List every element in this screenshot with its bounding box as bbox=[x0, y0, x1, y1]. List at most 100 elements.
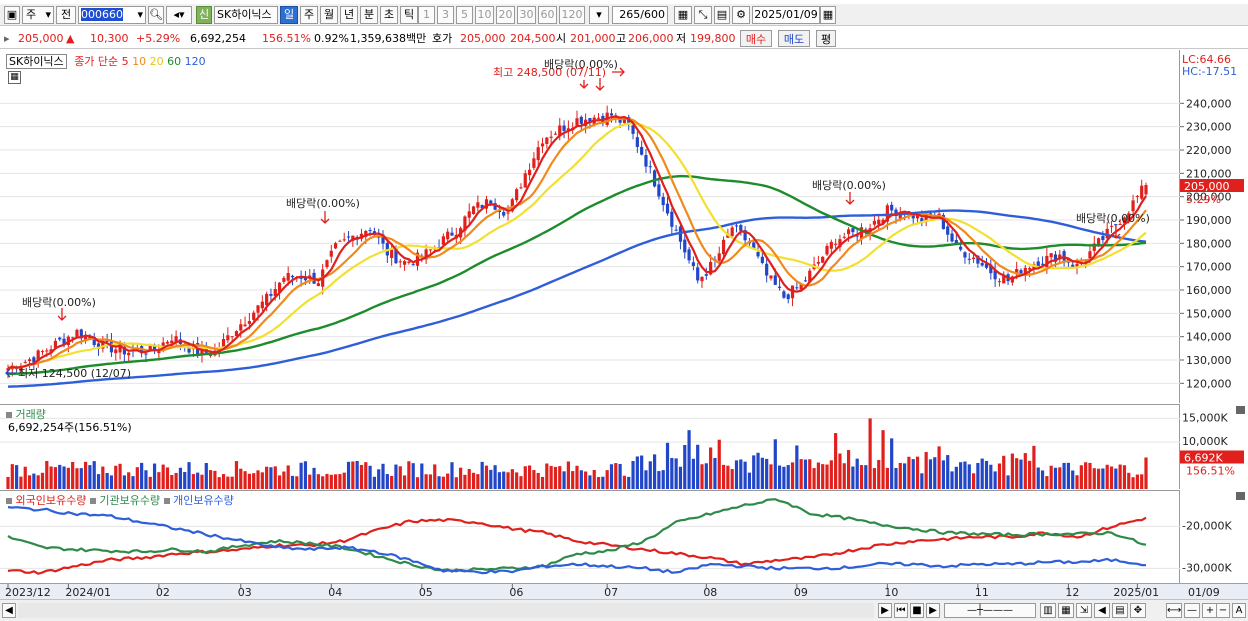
volume-bar bbox=[868, 418, 872, 489]
volume-bar bbox=[178, 467, 183, 489]
volume-bar bbox=[652, 454, 657, 489]
candle-body bbox=[976, 255, 980, 264]
volume-bar bbox=[45, 461, 49, 489]
sell-button[interactable]: 매도 bbox=[778, 30, 810, 47]
candle-body bbox=[127, 352, 131, 356]
volume-bar bbox=[816, 462, 820, 489]
chart-tools-icon[interactable]: ▦ bbox=[674, 6, 692, 24]
candle-body bbox=[480, 205, 484, 209]
eval-button[interactable]: 평 bbox=[816, 30, 836, 47]
legend-ma-5: 5 bbox=[121, 55, 129, 68]
chart-type-icon[interactable]: ▦ bbox=[1058, 603, 1074, 618]
candle-body bbox=[282, 277, 286, 282]
expand-icon[interactable]: ⇲ bbox=[1076, 603, 1092, 618]
dividend-label: 배당락(0.00%) bbox=[544, 58, 618, 71]
candle-body bbox=[821, 256, 825, 263]
move-icon[interactable]: ✥ bbox=[1130, 603, 1146, 618]
print-icon[interactable]: ▤ bbox=[714, 6, 730, 24]
interval-1[interactable]: 1 bbox=[418, 6, 435, 24]
volume-bar bbox=[1062, 462, 1066, 489]
candle-body bbox=[915, 214, 920, 219]
volume-bar bbox=[1071, 470, 1075, 489]
candle-body bbox=[579, 116, 583, 124]
tab-year[interactable]: 년 bbox=[340, 6, 358, 24]
zoom-in-icon[interactable]: ⟷ bbox=[1166, 603, 1182, 618]
volume-bar bbox=[411, 463, 415, 489]
interval-20[interactable]: 20 bbox=[496, 6, 515, 24]
tab-tick[interactable]: 틱 bbox=[400, 6, 418, 24]
play-button[interactable]: ▶ bbox=[926, 603, 940, 618]
market-select[interactable]: 주 ▾ bbox=[22, 6, 54, 24]
candle-body bbox=[1049, 253, 1053, 258]
interval-10[interactable]: 10 bbox=[475, 6, 494, 24]
code-input[interactable]: 000660 ▾ bbox=[78, 6, 146, 24]
interval-120[interactable]: 120 bbox=[559, 6, 585, 24]
dividend-label: 배당락(0.00%) bbox=[286, 197, 360, 210]
auto-icon[interactable]: A bbox=[1232, 603, 1246, 618]
tab-second[interactable]: 초 bbox=[380, 6, 398, 24]
stop-button[interactable]: ■ bbox=[910, 603, 924, 618]
interval-5[interactable]: 5 bbox=[456, 6, 473, 24]
candle-body bbox=[144, 353, 148, 355]
volume-bar bbox=[915, 456, 920, 489]
volume-bar bbox=[937, 446, 941, 489]
volume-bar bbox=[131, 476, 135, 489]
prev-period-icon[interactable]: ◀ bbox=[1094, 603, 1110, 618]
date-input[interactable]: 2025/01/09 bbox=[752, 6, 820, 24]
crosshair-icon[interactable]: ⤡ bbox=[694, 6, 712, 24]
volume-bar bbox=[549, 465, 553, 489]
volume-bar bbox=[127, 472, 131, 489]
search-icon[interactable]: 🔍︎ bbox=[148, 6, 164, 24]
buy-button[interactable]: 매수 bbox=[740, 30, 772, 47]
prefix-select[interactable]: 전 bbox=[56, 6, 76, 24]
scroll-left-button[interactable]: ◀ bbox=[2, 603, 16, 618]
volume-bar bbox=[971, 473, 976, 489]
candle-body bbox=[484, 199, 489, 209]
price-chart: 최고 248,500 (07/11) 최저 124,500 (12/07) 배당락(… bbox=[0, 58, 1180, 388]
rewind-button[interactable]: ⏮ bbox=[894, 603, 908, 618]
volume-bar bbox=[1140, 474, 1144, 489]
fit-icon[interactable]: ▤ bbox=[1112, 603, 1128, 618]
toolbar: ▣ 주 ▾ 전 000660 ▾ 🔍︎ ◂▾ 신 SK하이닉스 일 주 월 년 분 … bbox=[0, 4, 1248, 26]
interval-60[interactable]: 60 bbox=[538, 6, 557, 24]
volume-bar bbox=[1096, 468, 1101, 489]
count-input[interactable]: 265/600 bbox=[612, 6, 668, 24]
calendar-icon[interactable]: ▦ bbox=[820, 6, 836, 24]
volume-bar bbox=[273, 466, 277, 489]
candle-body bbox=[527, 169, 532, 176]
tab-minute[interactable]: 분 bbox=[360, 6, 378, 24]
candle-body bbox=[152, 344, 157, 351]
bar-width-icon[interactable]: ▥ bbox=[1040, 603, 1056, 618]
tab-week[interactable]: 주 bbox=[300, 6, 318, 24]
legend-institution: 기관보유수량 bbox=[99, 494, 161, 507]
volume-bar bbox=[846, 450, 851, 489]
trade-amount: 1,359,638백만 bbox=[350, 32, 427, 45]
scroll-track[interactable] bbox=[18, 603, 874, 618]
minus-icon[interactable]: − bbox=[1216, 603, 1230, 618]
window-icon[interactable]: ▣ bbox=[4, 6, 20, 24]
tab-month[interactable]: 월 bbox=[320, 6, 338, 24]
candle-body bbox=[402, 261, 407, 265]
volume-bar bbox=[743, 461, 747, 489]
zoom-out-icon[interactable]: — bbox=[1184, 603, 1200, 618]
interval-3[interactable]: 3 bbox=[437, 6, 454, 24]
stock-name: SK하이닉스 bbox=[214, 6, 278, 24]
custom-interval-select[interactable]: ▾ bbox=[589, 6, 609, 24]
indicator-table-icon[interactable]: ▦ bbox=[8, 71, 21, 84]
menu-icon[interactable]: ▸ bbox=[4, 32, 10, 45]
candle-body bbox=[1075, 263, 1079, 268]
dividend-arrow-icon bbox=[845, 192, 855, 205]
scroll-right-button[interactable]: ▶ bbox=[878, 603, 892, 618]
interval-30[interactable]: 30 bbox=[517, 6, 536, 24]
candle-body bbox=[105, 340, 109, 342]
candle-body bbox=[1122, 217, 1127, 224]
x-tick-label: 05 bbox=[419, 586, 433, 599]
candle-body bbox=[950, 233, 954, 242]
gear-icon[interactable]: ⚙ bbox=[732, 6, 750, 24]
speaker-icon[interactable]: ◂▾ bbox=[166, 6, 192, 24]
candle-body bbox=[877, 219, 881, 225]
tab-day[interactable]: 일 bbox=[280, 6, 298, 24]
candle-body bbox=[851, 228, 855, 233]
candle-body bbox=[1040, 263, 1045, 265]
zoom-slider[interactable]: —┼——— bbox=[944, 603, 1036, 618]
